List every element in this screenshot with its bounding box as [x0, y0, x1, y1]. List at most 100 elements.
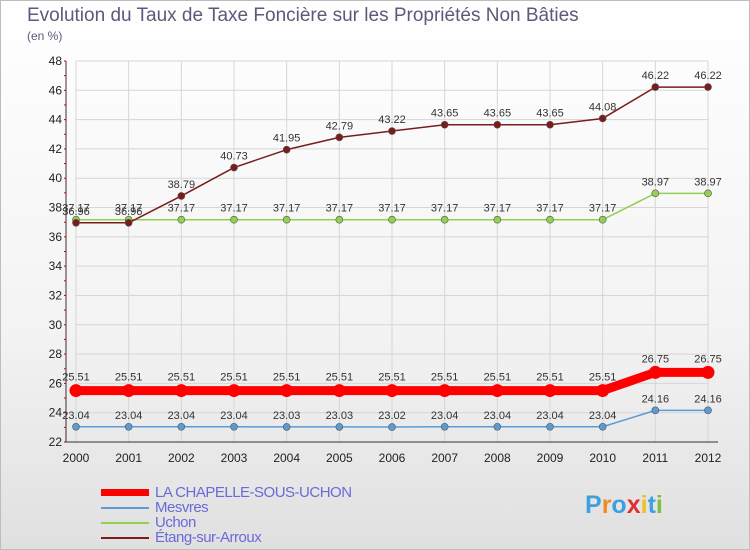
y-tick-label: 40	[49, 171, 63, 185]
y-tick-label: 36	[49, 230, 63, 244]
logo-letter: P	[585, 491, 602, 519]
data-label: 37.17	[273, 203, 301, 215]
y-tick-label: 34	[49, 259, 63, 273]
logo-letter: x	[626, 491, 641, 519]
logo-letter: o	[611, 491, 627, 519]
data-point	[174, 384, 188, 398]
legend-item: Étang-sur-Arroux	[101, 529, 352, 546]
data-label: 43.65	[536, 108, 564, 120]
data-label: 37.17	[589, 203, 617, 215]
data-point	[72, 422, 80, 431]
data-label: 23.04	[589, 410, 617, 422]
data-point	[335, 215, 344, 224]
data-label: 37.17	[536, 203, 564, 215]
data-point	[440, 215, 449, 224]
data-label: 23.03	[273, 410, 301, 422]
data-point	[388, 215, 396, 224]
data-point	[438, 384, 452, 398]
data-label: 26.75	[642, 353, 670, 365]
data-label: 23.04	[484, 410, 512, 422]
data-point	[651, 83, 660, 91]
data-point	[335, 133, 344, 142]
proxiti-logo: Proxiti	[585, 491, 663, 520]
data-point	[440, 422, 449, 431]
data-label: 37.17	[326, 203, 354, 215]
x-tick-label: 2008	[484, 451, 511, 465]
x-tick-label: 2006	[379, 451, 406, 465]
data-point	[598, 215, 607, 224]
data-point	[177, 215, 186, 224]
legend-swatch-mesvres	[101, 506, 149, 509]
legend-label-etang: Étang-sur-Arroux	[155, 529, 262, 546]
data-point	[282, 215, 291, 224]
data-label: 38.79	[168, 179, 196, 191]
legend-label-chapelle: LA CHAPELLE-SOUS-UCHON	[155, 484, 352, 501]
data-label: 25.51	[168, 372, 196, 384]
data-label: 25.51	[484, 372, 512, 384]
data-point	[648, 365, 662, 379]
data-point	[493, 120, 502, 129]
x-tick-label: 2003	[221, 451, 248, 465]
data-label: 25.51	[115, 372, 143, 384]
data-label: 36.96	[62, 206, 90, 218]
data-point	[230, 215, 238, 224]
data-label: 26.75	[694, 353, 722, 365]
data-point	[543, 384, 557, 398]
data-label: 25.51	[62, 372, 90, 384]
y-tick-label: 48	[49, 54, 63, 68]
data-label: 37.17	[168, 203, 196, 215]
y-tick-label: 24	[49, 406, 63, 420]
data-label: 23.04	[62, 410, 90, 422]
data-label: 36.96	[115, 206, 143, 218]
data-point	[598, 114, 607, 123]
data-label: 37.17	[62, 203, 90, 215]
data-label: 25.51	[431, 372, 459, 384]
y-tick-label: 42	[49, 142, 63, 156]
data-point	[177, 422, 186, 431]
y-tick-label: 32	[49, 288, 63, 302]
data-point	[493, 215, 502, 224]
data-label: 43.65	[484, 108, 512, 120]
y-tick-label: 38	[49, 201, 63, 215]
legend-item: LA CHAPELLE-SOUS-UCHON	[101, 484, 352, 501]
data-label: 25.51	[378, 372, 406, 384]
x-tick-label: 2007	[431, 451, 458, 465]
data-point	[704, 189, 712, 198]
data-point	[651, 406, 660, 415]
unit-label: (en %)	[27, 29, 63, 43]
legend-label-uchon: Uchon	[155, 514, 196, 531]
data-label: 37.17	[431, 203, 459, 215]
data-label: 37.17	[378, 203, 406, 215]
data-point	[335, 423, 344, 431]
data-point	[124, 422, 133, 431]
data-label: 24.16	[642, 393, 670, 405]
data-label: 38.97	[694, 176, 722, 188]
data-point	[701, 365, 715, 379]
data-label: 25.51	[220, 372, 248, 384]
data-point	[388, 127, 396, 135]
logo-letter: t	[647, 491, 656, 519]
data-label: 43.22	[378, 114, 406, 126]
data-point	[704, 406, 712, 415]
data-label: 40.73	[220, 151, 248, 163]
data-point	[282, 145, 291, 154]
x-tick-label: 2001	[115, 451, 142, 465]
data-label: 23.02	[378, 410, 406, 422]
data-point	[598, 422, 607, 431]
data-label: 25.51	[589, 372, 617, 384]
x-tick-label: 2012	[695, 451, 722, 465]
data-point	[704, 83, 712, 91]
legend-swatch-etang	[101, 536, 149, 539]
data-label: 24.16	[694, 393, 722, 405]
x-tick-label: 2011	[642, 451, 668, 465]
data-point	[124, 218, 133, 227]
data-label: 23.04	[115, 410, 143, 422]
x-tick-label: 2010	[589, 451, 616, 465]
data-label: 46.22	[694, 70, 722, 82]
data-point	[490, 384, 504, 398]
legend-item: Mesvres	[101, 499, 352, 516]
chart-title: Evolution du Taux de Taxe Foncière sur l…	[27, 5, 579, 26]
data-label: 44.08	[589, 101, 617, 113]
x-tick-label: 2004	[273, 451, 300, 465]
